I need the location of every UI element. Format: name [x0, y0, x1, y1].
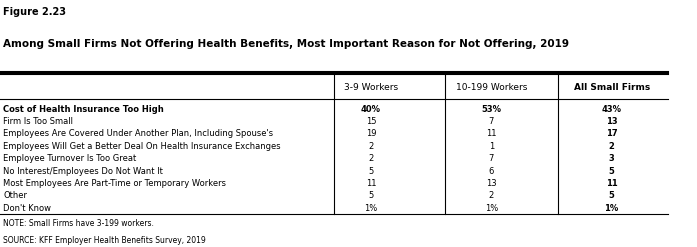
- Text: 1: 1: [489, 142, 494, 151]
- Text: 43%: 43%: [602, 104, 622, 114]
- Text: 7: 7: [489, 117, 494, 126]
- Text: 15: 15: [366, 117, 376, 126]
- Text: No Interest/Employees Do Not Want It: No Interest/Employees Do Not Want It: [3, 166, 163, 176]
- Text: 2: 2: [369, 142, 374, 151]
- Text: 1%: 1%: [365, 204, 378, 213]
- Text: 5: 5: [369, 191, 374, 200]
- Text: 2: 2: [489, 191, 494, 200]
- Text: Figure 2.23: Figure 2.23: [3, 7, 66, 17]
- Text: 17: 17: [606, 129, 618, 138]
- Text: 1%: 1%: [484, 204, 498, 213]
- Text: 6: 6: [489, 166, 494, 176]
- Text: Employees Are Covered Under Another Plan, Including Spouse's: Employees Are Covered Under Another Plan…: [3, 129, 273, 138]
- Text: 13: 13: [486, 179, 497, 188]
- Text: 13: 13: [606, 117, 618, 126]
- Text: 19: 19: [366, 129, 376, 138]
- Text: Employees Will Get a Better Deal On Health Insurance Exchanges: Employees Will Get a Better Deal On Heal…: [3, 142, 281, 151]
- Text: 40%: 40%: [361, 104, 381, 114]
- Text: Among Small Firms Not Offering Health Benefits, Most Important Reason for Not Of: Among Small Firms Not Offering Health Be…: [3, 39, 569, 49]
- Text: 11: 11: [486, 129, 496, 138]
- Text: 3: 3: [608, 154, 615, 163]
- Text: All Small Firms: All Small Firms: [574, 83, 650, 92]
- Text: Other: Other: [3, 191, 27, 200]
- Text: 53%: 53%: [482, 104, 501, 114]
- Text: 7: 7: [489, 154, 494, 163]
- Text: 10-199 Workers: 10-199 Workers: [456, 83, 527, 92]
- Text: 11: 11: [366, 179, 376, 188]
- Text: Firm Is Too Small: Firm Is Too Small: [3, 117, 73, 126]
- Text: Don't Know: Don't Know: [3, 204, 52, 213]
- Text: SOURCE: KFF Employer Health Benefits Survey, 2019: SOURCE: KFF Employer Health Benefits Sur…: [3, 236, 206, 246]
- Text: 2: 2: [608, 142, 615, 151]
- Text: Most Employees Are Part-Time or Temporary Workers: Most Employees Are Part-Time or Temporar…: [3, 179, 227, 188]
- Text: 2: 2: [369, 154, 374, 163]
- Text: Employee Turnover Is Too Great: Employee Turnover Is Too Great: [3, 154, 137, 163]
- Text: 1%: 1%: [604, 204, 619, 213]
- Text: 5: 5: [608, 191, 615, 200]
- Text: 5: 5: [608, 166, 615, 176]
- Text: NOTE: Small Firms have 3-199 workers.: NOTE: Small Firms have 3-199 workers.: [3, 219, 154, 228]
- Text: 3-9 Workers: 3-9 Workers: [344, 83, 398, 92]
- Text: 11: 11: [606, 179, 618, 188]
- Text: 5: 5: [369, 166, 374, 176]
- Text: Cost of Health Insurance Too High: Cost of Health Insurance Too High: [3, 104, 164, 114]
